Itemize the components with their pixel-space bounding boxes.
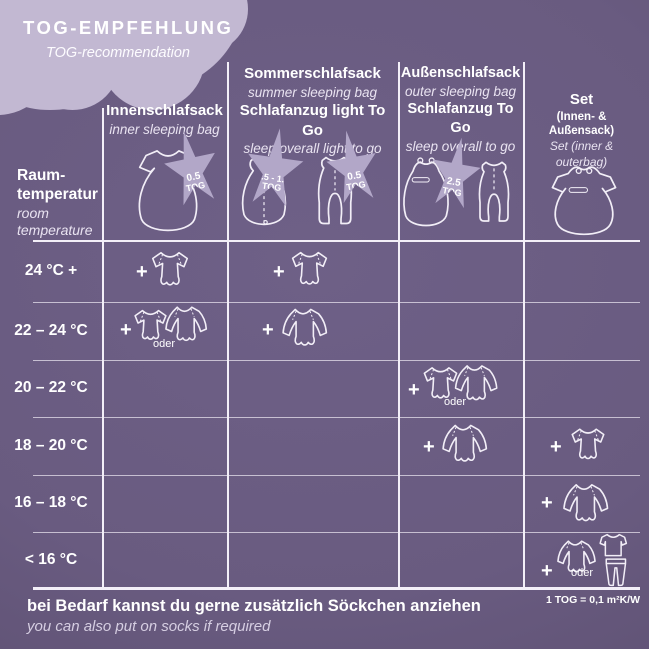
column-title-en: inner sleeping bag [109,121,220,137]
row-label-22-24c: 22 – 24 °C [14,322,88,339]
row-axis-title-de: temperatur [17,186,98,204]
plus-sign: + [120,319,132,341]
short-sleeve-bodysuit-icon [567,426,609,464]
grid-line-horizontal [33,532,640,533]
column-title-de: Sommerschlafsack [244,65,381,82]
grid-line-vertical [227,62,229,589]
footer-note-en: you can also put on socks if required [27,618,271,635]
column-header-set: Set (Innen- & Außensack) Set (inner & ou… [525,90,638,171]
plus-sign: + [408,379,420,401]
column-title2-de: Schlafanzug light To Go [239,102,386,139]
cloud-bump [0,0,170,55]
pyjama-icon [598,532,632,588]
page-subtitle: TOG-recommendation [46,45,190,61]
row-label-16-18c: 16 – 18 °C [14,494,88,511]
column-title-en: outer sleeping bag [404,83,517,99]
column-title2-de: (Innen- & Außensack) [548,110,615,138]
plus-sign: + [136,261,148,283]
column-title-en: Set (inner & outerbag) [549,139,614,169]
grid-line-vertical [523,62,525,589]
grid-line-horizontal [33,240,640,242]
row-axis-header: Raum- temperatur room temperature [17,166,98,240]
sleep-overall-to-go-icon [470,148,518,238]
or-label: oder [153,338,176,350]
plus-sign: + [550,436,562,458]
plus-sign: + [541,560,553,582]
plus-sign: + [423,436,435,458]
page-title: TOG-EMPFEHLUNG [23,17,234,38]
column-title2-de: Schlafanzug To Go [407,101,514,137]
column-title-de: Set [569,91,594,108]
or-label: oder [571,567,594,579]
long-sleeve-bodysuit-icon [557,481,611,527]
short-sleeve-bodysuit-icon [287,249,332,290]
grid-line-horizontal [33,302,640,303]
row-label-24c: 24 °C + [24,262,78,279]
or-label: oder [444,396,467,408]
grid-line-vertical [398,62,400,589]
row-axis-title-de: Raum- [17,167,66,184]
column-title-de: Außenschlafsack [400,65,521,81]
long-sleeve-bodysuit-icon [436,422,490,467]
grid-line-horizontal [33,417,640,418]
grid-line-horizontal [33,475,640,476]
row-axis-title-en: room [17,204,49,221]
column-title-en: summer sleeping bag [247,84,378,100]
tog-definition-note: 1 TOG = 0,1 m²K/W [545,594,640,606]
column-title-de: Innenschlafsack [106,102,223,119]
column-header-inner-sleeping-bag: Innenschlafsack inner sleeping bag [104,101,225,138]
row-label-18-20c: 18 – 20 °C [14,437,88,454]
plus-sign: + [262,319,274,341]
grid-line-horizontal [33,587,640,590]
grid-line-horizontal [33,360,640,361]
row-axis-title-en: temperature [17,222,93,239]
footer-note-de: bei Bedarf kannst du gerne zusätzlich Sö… [27,597,481,615]
short-sleeve-bodysuit-icon [147,249,193,291]
row-label-below-16c: < 16 °C [24,551,78,568]
plus-sign: + [273,261,285,283]
column-header-summer-sleeping-bag: Sommerschlafsack summer sleeping bag Sch… [229,64,396,158]
set-sleeping-bag-icon [541,161,627,237]
long-sleeve-bodysuit-icon [276,306,330,351]
grid-line-vertical [102,108,104,589]
row-label-20-22c: 20 – 22 °C [14,379,88,396]
plus-sign: + [541,492,553,514]
